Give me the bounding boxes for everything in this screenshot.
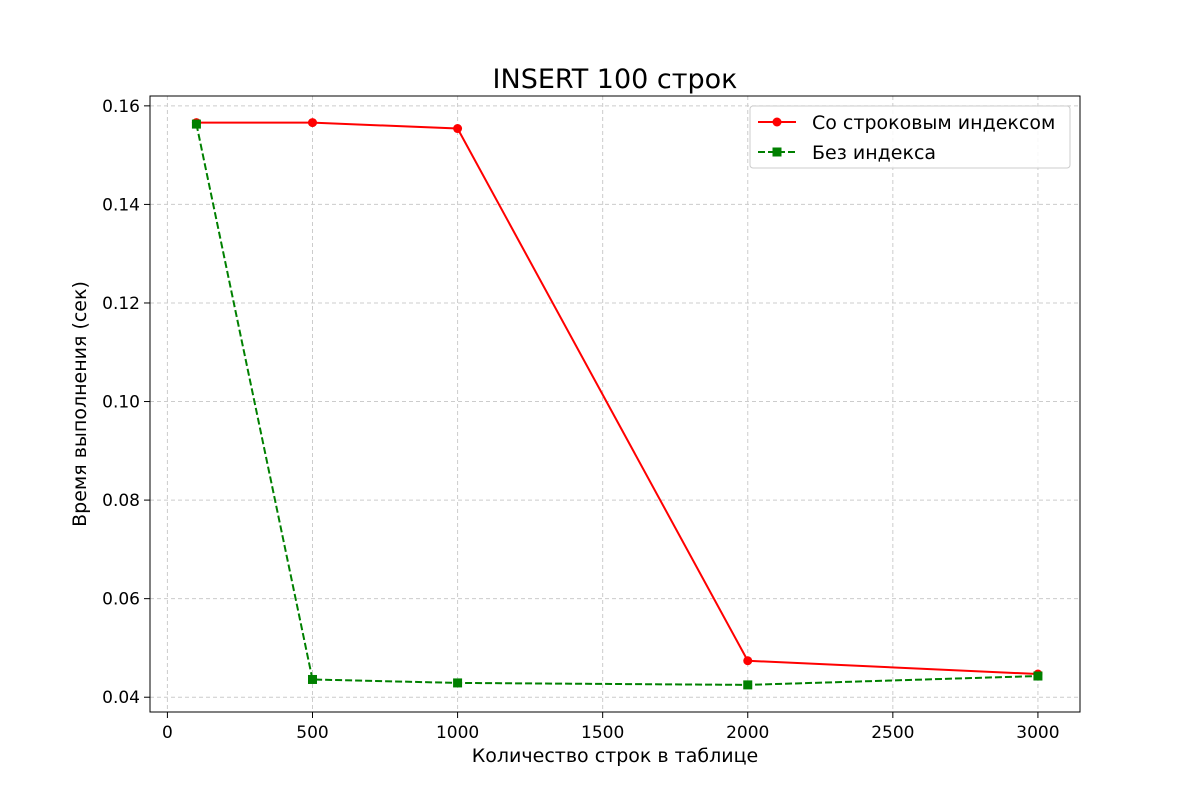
x-tick-label: 1500 [581,723,624,743]
y-tick-label: 0.10 [102,393,140,413]
x-tick-label: 3000 [1016,723,1059,743]
y-tick-label: 0.16 [102,97,140,117]
legend-item: Без индекса [758,142,936,164]
legend-box [749,105,1071,169]
legend-item: Со строковым индексом [758,112,1055,134]
chart-title: INSERT 100 строк [493,64,738,95]
x-tick-label: 500 [296,723,328,743]
data-point [191,119,201,129]
series-2 [191,119,1043,690]
data-point [453,678,463,688]
y-tick-label: 0.12 [102,294,140,314]
legend: Со строковым индексом Без индекса [749,105,1071,169]
data-point [307,118,317,128]
y-tick-label: 0.14 [102,195,140,215]
y-tick-label: 0.04 [102,688,140,708]
y-tick-label: 0.08 [102,491,140,511]
grid [150,96,1080,712]
legend-marker [772,147,782,157]
x-axis-label: Количество строк в таблице [472,745,758,767]
x-tick-label: 0 [162,723,173,743]
legend-label: Со строковым индексом [812,112,1055,134]
axis-ticks: 0 500 1000 1500 2000 2500 3000 0.04 0.06 0.08 0.10… [102,97,1059,743]
series-1 [191,118,1043,679]
series-line [196,121,1038,676]
x-tick-label: 2000 [726,723,769,743]
y-tick-label: 0.06 [102,590,140,610]
data-point [307,674,317,684]
data-point [743,680,753,690]
series-line [195,123,1038,686]
data-point [1033,671,1043,681]
legend-marker [772,117,782,127]
x-tick-label: 2500 [871,723,914,743]
data-point [743,656,753,666]
x-tick-label: 1000 [436,723,479,743]
legend-label: Без индекса [812,142,936,164]
data-point [453,124,463,134]
y-axis-label: Время выполнения (сек) [69,281,91,527]
plot-area-frame [149,95,1081,713]
series-layer [191,118,1043,690]
